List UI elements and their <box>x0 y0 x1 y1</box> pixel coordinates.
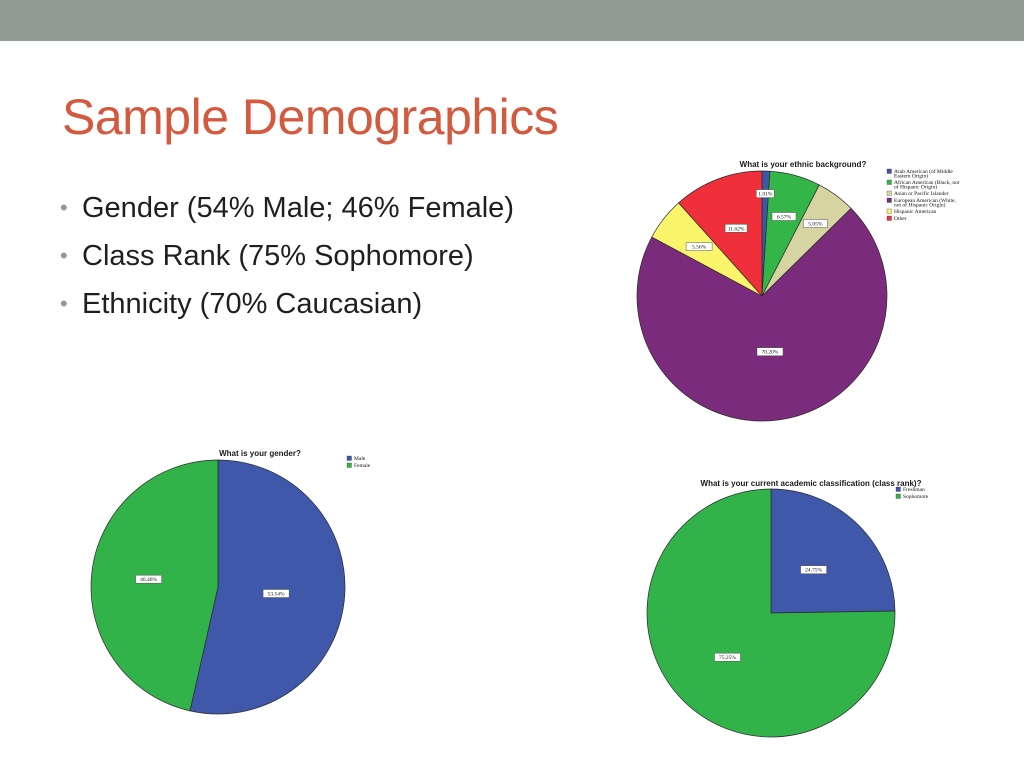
data-label: 5.05% <box>803 219 828 228</box>
data-label-text: 53.54% <box>268 592 285 598</box>
legend-swatch <box>886 197 892 203</box>
top-bar <box>0 0 1024 41</box>
chart-title: What is your gender? <box>219 449 301 458</box>
bullet-text: Class Rank (75% Sophomore) <box>82 240 474 272</box>
chart-title: What is your current academic classifica… <box>701 479 922 488</box>
data-label-text: 1.01% <box>758 192 773 198</box>
data-labels: 24.75% 75.25% <box>714 565 827 662</box>
bullet-text: Gender (54% Male; 46% Female) <box>82 192 514 224</box>
legend-item: Female <box>346 462 371 469</box>
data-label-text: 24.75% <box>805 568 822 574</box>
legend-label: Hispanic American <box>894 209 937 215</box>
legend-label: Female <box>354 463 371 469</box>
legend-label: European American (White, <box>894 197 956 204</box>
data-label-text: 70.20% <box>762 350 779 356</box>
data-label-box <box>756 189 775 198</box>
data-label-box <box>771 212 797 221</box>
legend-swatch <box>346 455 352 461</box>
data-label-box <box>724 224 748 233</box>
bullet-item-class-rank: • Class Rank (75% Sophomore) <box>60 234 514 282</box>
data-label: 11.62% <box>724 224 748 233</box>
legend-swatch <box>886 208 892 214</box>
bullet-marker-icon: • <box>60 291 68 316</box>
legend-item: European American (White,not of Hispanic… <box>886 197 956 209</box>
legend-item: Asian or Pacific Islander <box>886 190 949 197</box>
pie-slices <box>646 488 896 738</box>
pie-slice <box>189 459 346 715</box>
slide-title: Sample Demographics <box>62 89 559 145</box>
ethnicity-pie-chart: What is your ethnic background? 1.01% 6.5… <box>636 160 960 422</box>
data-label-box <box>714 652 741 662</box>
pie-slice <box>90 459 219 712</box>
pie-slices <box>636 170 888 422</box>
legend-item: Other <box>886 215 907 222</box>
bullet-marker-icon: • <box>60 243 68 268</box>
data-label-text: 5.05% <box>808 222 823 228</box>
data-label: 46.46% <box>135 574 162 584</box>
legend-label: not of Hispanic Origin) <box>894 202 946 209</box>
data-label: 75.25% <box>714 652 741 662</box>
gender-pie-chart: What is your gender? 53.54% 46.46% MaleFe… <box>90 449 371 715</box>
pie-slices <box>90 459 346 715</box>
bullet-marker-icon: • <box>60 195 68 220</box>
data-label-box <box>135 574 162 584</box>
legend-swatch <box>895 493 901 499</box>
pie-slice <box>770 488 896 614</box>
bullet-item-gender: • Gender (54% Male; 46% Female) <box>60 186 514 234</box>
bullet-item-ethnicity: • Ethnicity (70% Caucasian) <box>60 282 514 330</box>
legend-label: Other <box>894 216 907 222</box>
legend-label: Arab American (of Middle <box>894 168 953 175</box>
data-label-box <box>262 589 290 598</box>
data-label-text: 5.56% <box>692 245 707 251</box>
legend-swatch <box>886 190 892 196</box>
legend-label: Male <box>354 456 366 462</box>
data-label: 6.57% <box>771 212 797 221</box>
legend-label: Eastern Origin) <box>894 173 928 180</box>
data-label: 1.01% <box>756 189 775 198</box>
data-label-box <box>685 242 713 251</box>
legend-item: Hispanic American <box>886 208 937 215</box>
data-labels: 1.01% 6.57% 5.05% 70.20% 5.56% 11.62% <box>685 189 828 356</box>
legend-label: Asian or Pacific Islander <box>894 190 949 197</box>
data-label-box <box>803 219 828 228</box>
legend-item: Sophomore <box>895 493 929 500</box>
legend-item: Freshman <box>895 486 925 493</box>
data-label: 53.54% <box>262 589 290 598</box>
pie-slice <box>636 207 888 422</box>
data-label: 70.20% <box>756 347 784 356</box>
data-label-text: 6.57% <box>777 215 792 221</box>
legend-swatch <box>886 215 892 221</box>
legend-label: Freshman <box>903 487 925 493</box>
data-label-text: 11.62% <box>728 226 745 232</box>
legend-swatch <box>886 179 892 185</box>
data-label-box <box>800 565 827 574</box>
chart-title: What is your ethnic background? <box>740 160 867 169</box>
legend-item: Male <box>346 455 366 462</box>
data-label-text: 75.25% <box>719 655 736 661</box>
pie-slice <box>678 170 763 297</box>
data-label-text: 46.46% <box>140 577 157 583</box>
legend-label: Sophomore <box>903 494 929 500</box>
bullet-text: Ethnicity (70% Caucasian) <box>82 288 423 320</box>
data-labels: 53.54% 46.46% <box>135 574 290 598</box>
pie-slice <box>646 488 896 738</box>
bullet-list: • Gender (54% Male; 46% Female) • Class Ra… <box>60 186 514 330</box>
legend-label: of Hispanic Origin) <box>894 184 937 191</box>
legend-swatch <box>895 486 901 492</box>
data-label-box <box>756 347 784 356</box>
data-label: 5.56% <box>685 242 713 251</box>
class-rank-pie-chart: What is your current academic classifica… <box>646 479 929 738</box>
legend-label: African American (Black, not <box>894 179 960 186</box>
legend-swatch <box>886 168 892 174</box>
legend-swatch <box>346 462 352 468</box>
data-label: 24.75% <box>800 565 827 574</box>
